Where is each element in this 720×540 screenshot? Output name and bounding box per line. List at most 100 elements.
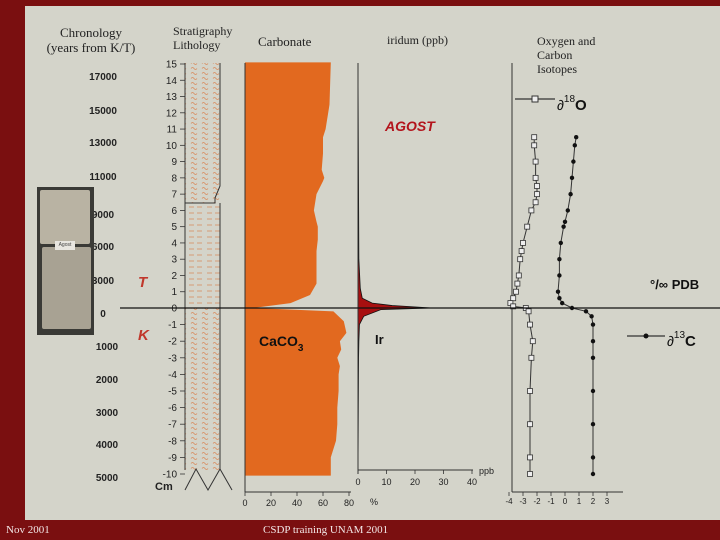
depth-tick-label: 9: [171, 157, 177, 168]
iridium-tick-label: 30: [438, 477, 448, 487]
d18o-point: [532, 158, 539, 165]
chronology-label: 13000: [89, 138, 117, 149]
d18o-point: [520, 240, 526, 246]
depth-tick-label: 11: [167, 125, 178, 136]
d18o-point: [514, 280, 521, 287]
d13c-point: [572, 143, 577, 148]
d13c-element: C: [685, 333, 696, 350]
d18o-point: [517, 256, 524, 263]
svg-text:CaCO3: CaCO3: [259, 333, 304, 354]
d13c-point: [565, 208, 570, 213]
agost-label: AGOST: [384, 118, 436, 134]
carbonate-tick-label: 20: [266, 498, 276, 508]
d18o-point: [532, 199, 539, 206]
d18o-superscript: 18: [564, 94, 576, 105]
d13c-point: [590, 422, 596, 427]
depth-tick-label: 12: [166, 108, 178, 119]
svg-text:∂18O: ∂18O: [557, 94, 587, 114]
cm-label: Cm: [155, 481, 173, 493]
iridium-tick-label: 40: [467, 477, 477, 487]
d13c-point: [557, 296, 562, 301]
isotope-tick-label: -3: [519, 497, 527, 506]
carbonate-panel: 0 20 40 60 80 % CaCO3: [242, 62, 378, 508]
depth-tick-label: 4: [171, 238, 177, 249]
depth-tick-label: 1: [171, 287, 177, 298]
isotope-x-axis: -4 -3 -2 -1 0 1 2 3: [505, 492, 610, 506]
d18o-point: [527, 471, 533, 477]
ppb-label: ppb: [479, 466, 494, 476]
isotope-tick-label: 0: [563, 497, 568, 506]
d18o-point: [524, 223, 531, 230]
d18o-point: [529, 338, 536, 345]
depth-tick-label: 6: [171, 206, 177, 217]
iridium-panel: 0 10 20 30 40 ppb AGOST Ir: [355, 63, 494, 487]
isotope-tick-label: 1: [577, 497, 582, 506]
depth-tick-label: -9: [168, 453, 177, 464]
ir-label: Ir: [375, 332, 384, 347]
d13c-point: [589, 314, 594, 319]
depth-tick-label: -3: [168, 353, 177, 364]
depth-tick-label: 3: [171, 255, 177, 266]
d18o-point: [528, 207, 535, 214]
carbonate-tick-label: 80: [344, 498, 354, 508]
carbonate-tick-label: 40: [292, 498, 302, 508]
d13c-series-line: [557, 137, 594, 474]
isotope-tick-label: -4: [505, 497, 513, 506]
chronology-label: 5000: [96, 473, 119, 484]
header-iso-2: Carbon: [537, 48, 572, 62]
d13c-point: [590, 355, 596, 360]
d18o-point: [510, 295, 517, 302]
d13c-point: [560, 300, 565, 306]
d18o-point: [527, 454, 533, 461]
d13c-point: [590, 455, 596, 460]
chronology-label: 0: [100, 309, 106, 320]
footer-date: Nov 2001: [6, 524, 50, 536]
iridium-tick-label: 20: [410, 477, 420, 487]
chronology-label: 6000: [92, 242, 115, 253]
header-strat-1: Stratigraphy: [173, 24, 232, 38]
d13c-point: [571, 159, 576, 164]
rock-sample-photo: Agost: [37, 187, 94, 335]
chronology-label: 1000: [96, 342, 119, 353]
carbonate-tick-label: 0: [242, 498, 247, 508]
iridium-tick-label: 10: [381, 477, 391, 487]
d13c-point: [590, 322, 596, 327]
d18o-point: [527, 421, 533, 428]
depth-axis: 1514131211109876543210-1-2-3-4-5-6-7-8-9…: [163, 60, 185, 481]
chronology-label: 4000: [96, 440, 119, 451]
isotope-panel: -4 -3 -2 -1 0 1 2 3 ∂18O ∂13C °/∞ PDB: [505, 63, 699, 506]
d18o-point: [528, 354, 535, 361]
depth-tick-label: 7: [171, 190, 177, 201]
depth-tick-label: 14: [166, 76, 178, 87]
depth-tick-label: 5: [171, 222, 177, 233]
d13c-superscript: 13: [674, 330, 686, 341]
d13c-point: [562, 219, 568, 224]
depth-tick-label: -4: [168, 370, 177, 381]
photo-label: Agost: [55, 241, 75, 250]
isotope-tick-label: 2: [591, 497, 596, 506]
caco3-label: CaCO: [259, 333, 298, 349]
slide: Chronology (years from K/T) Stratigraphy…: [25, 6, 720, 520]
d13c-prefix: ∂: [667, 333, 674, 349]
percent-label: %: [370, 497, 378, 507]
chronology-label: 9000: [92, 210, 115, 221]
d18o-element: O: [575, 97, 587, 114]
header-chronology-1: Chronology: [60, 25, 123, 40]
depth-tick-label: -2: [168, 337, 177, 348]
d18o-point: [532, 174, 539, 181]
d13c-point: [574, 135, 579, 140]
header-iridium: iridum (ppb): [387, 33, 448, 47]
footer-title: CSDP training UNAM 2001: [263, 524, 389, 536]
iridium-area: [357, 63, 433, 475]
d18o-prefix: ∂: [557, 97, 564, 113]
d13c-point: [590, 471, 596, 477]
chronology-label: 2000: [96, 375, 119, 386]
caco3-subscript: 3: [298, 343, 304, 354]
d13c-point: [583, 309, 589, 314]
depth-tick-label: 8: [171, 173, 177, 184]
d13c-series-points: [555, 135, 596, 477]
figure: Chronology (years from K/T) Stratigraphy…: [47, 24, 720, 508]
d18o-point: [510, 303, 517, 310]
d13c-point: [590, 339, 596, 344]
d18o-point: [531, 142, 538, 149]
